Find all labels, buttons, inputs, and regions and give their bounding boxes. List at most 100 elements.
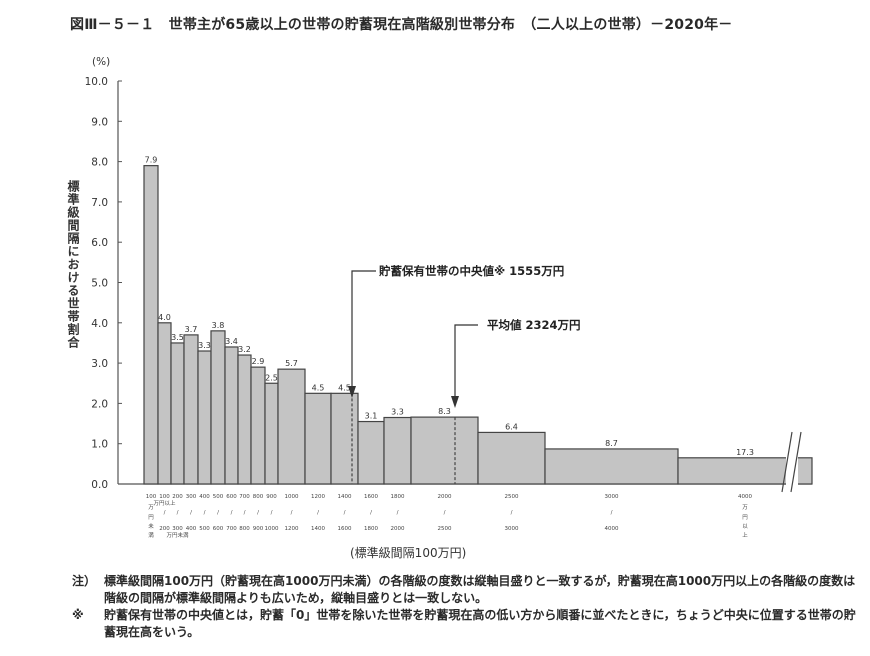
median-arrow-line (351, 270, 376, 393)
x-category-label: / (317, 510, 319, 516)
bar (237, 354, 252, 485)
bar (183, 334, 199, 485)
bar (477, 431, 546, 485)
note-1-text: 標準級間隔100万円（貯蓄現在高1000万円未満）の各階級の度数は縦軸目盛りと一… (104, 574, 856, 605)
x-category-label: 2000 (391, 526, 405, 532)
bar-value-label: 3.1 (365, 412, 378, 421)
x-category-label: / (271, 510, 273, 516)
bar-value-label: 4.0 (158, 313, 171, 322)
x-category-label: 円 (742, 514, 748, 521)
bar (143, 165, 159, 485)
x-category-label: 円 (148, 514, 154, 521)
x-category-label: 3000 (505, 526, 519, 532)
bar-value-label: 3.8 (212, 321, 225, 330)
x-category-label: / (444, 510, 446, 516)
x-category-label: 未 (148, 522, 154, 530)
x-category-label: 万円未満 (166, 531, 189, 539)
x-category-label: / (257, 510, 259, 516)
bar-value-label: 3.3 (391, 408, 404, 417)
y-tick-label: 3.0 (91, 358, 108, 370)
bar-value-label: 8.7 (605, 439, 618, 448)
x-category-label: / (217, 510, 219, 516)
x-category-label: 300 (186, 494, 197, 500)
x-category-label: 4000 (605, 526, 619, 532)
x-category-label: 400 (199, 494, 210, 500)
x-category-label: / (511, 510, 513, 516)
bar-value-label: 3.2 (238, 345, 251, 354)
x-category-label: 満 (148, 532, 154, 539)
x-category-label: 100 (159, 494, 170, 500)
y-axis-label: 標準級間隔における世帯割合 (66, 180, 80, 349)
x-category-label: 以 (742, 524, 748, 530)
bar (357, 420, 385, 485)
x-category-label: 200 (172, 494, 183, 500)
x-category-label: 300 (172, 526, 183, 532)
x-category-label: 600 (226, 494, 237, 500)
axis-break-mark (790, 431, 802, 493)
x-category-label: 1400 (338, 494, 352, 500)
y-tick-label: 9.0 (91, 116, 108, 128)
bar-value-label: 2.9 (252, 357, 265, 366)
x-category-label: 1000 (265, 526, 279, 532)
x-category-label: 900 (253, 526, 264, 532)
y-tick-label: 2.0 (91, 398, 108, 410)
bar (304, 392, 332, 485)
bar-value-label: 3.3 (198, 341, 211, 350)
x-category-label: / (611, 510, 613, 516)
x-category-label: 1400 (311, 526, 325, 532)
x-category-label: 1200 (285, 526, 299, 532)
bar-value-label: 6.4 (505, 422, 518, 431)
x-category-label: 2500 (438, 526, 452, 532)
bar (210, 330, 226, 485)
x-category-label: 500 (213, 494, 224, 500)
bar (264, 382, 279, 485)
bar (410, 416, 479, 485)
y-tick-label: 4.0 (91, 318, 108, 330)
bar (197, 350, 212, 485)
x-category-label: 600 (213, 526, 224, 532)
bar-value-label: 5.7 (285, 359, 298, 368)
mean-arrow-icon (451, 396, 459, 408)
x-category-label: / (164, 510, 166, 516)
bar-value-label: 3.7 (185, 325, 198, 334)
y-tick-label: 0.0 (91, 479, 108, 491)
x-category-label: 1800 (364, 526, 378, 532)
x-category-label: 700 (226, 526, 237, 532)
bar (250, 366, 266, 485)
x-category-label: 4000 (738, 494, 752, 500)
x-category-label: 800 (239, 526, 250, 532)
bar-value-label: 3.5 (171, 333, 184, 342)
y-tick-label: 8.0 (91, 157, 108, 169)
x-category-label: 900 (266, 494, 277, 500)
annotations: 貯蓄保有世帯の中央値※ 1555万円 平均値 2324万円 (348, 264, 581, 408)
x-axis-label: (標準級間隔100万円) (350, 546, 467, 560)
x-category-label: 500 (199, 526, 210, 532)
x-category-label: 2000 (438, 494, 452, 500)
x-category-label: 700 (239, 494, 250, 500)
bar-value-label: 4.5 (338, 383, 351, 392)
y-tick-label: 6.0 (91, 237, 108, 249)
x-category-labels: 100万円未満100万円以上/200200/300万円未満300/400400/… (146, 494, 753, 539)
mean-arrow-line (454, 324, 478, 403)
x-category-label: 100 (146, 494, 157, 500)
x-category-label: / (291, 510, 293, 516)
x-category-label: / (204, 510, 206, 516)
y-tick-label: 7.0 (91, 197, 108, 209)
x-category-label: / (177, 510, 179, 516)
x-category-label: 400 (186, 526, 197, 532)
bar (277, 368, 306, 485)
y-unit-label: (%) (92, 56, 110, 68)
x-category-label: 万円以上 (153, 499, 176, 507)
axis-break-mark (781, 431, 793, 493)
bar (544, 448, 679, 485)
x-category-label: / (231, 510, 233, 516)
x-category-label: / (370, 510, 372, 516)
x-category-label: 800 (253, 494, 264, 500)
x-category-label: 上 (742, 531, 748, 539)
x-category-label: 万 (148, 504, 154, 511)
notes: 注） 標準級間隔100万円（貯蓄現在高1000万円未満）の各階級の度数は縦軸目盛… (72, 573, 864, 641)
x-category-label: 1600 (364, 494, 378, 500)
bar-value-label: 8.3 (438, 407, 451, 416)
median-arrow-icon (348, 386, 356, 398)
note-2: ※ 貯蓄保有世帯の中央値とは，貯蓄「0」世帯を除いた世帯を貯蓄現在高の低い方から… (72, 607, 864, 641)
